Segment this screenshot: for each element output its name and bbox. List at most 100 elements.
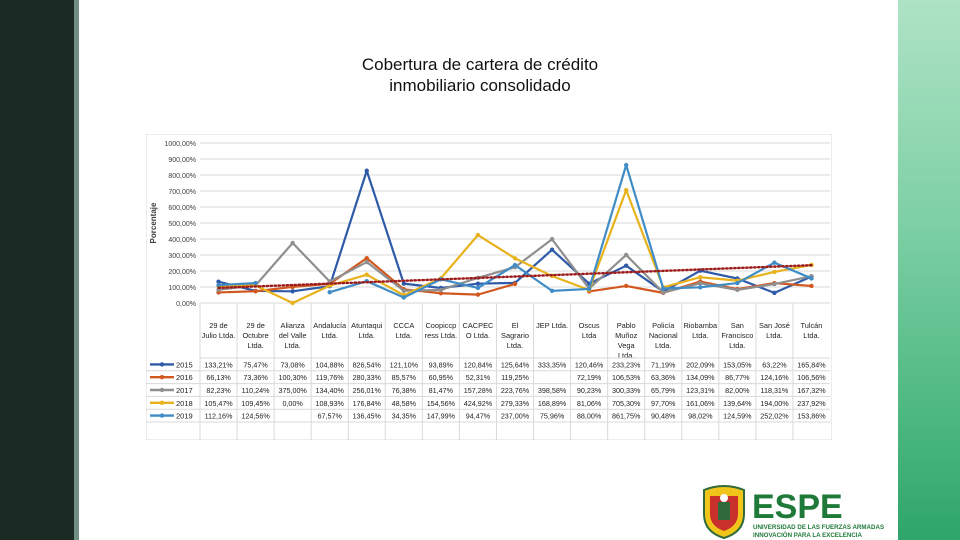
data-label-2018: 424,92%: [464, 399, 493, 408]
x-tick-label: Ltda.: [247, 341, 263, 350]
logo-line-2: INNOVACIÓN PARA LA EXCELENCIA: [753, 531, 863, 539]
data-label-2018: 168,89%: [538, 399, 567, 408]
trendline: [217, 264, 813, 290]
data-label-2017: 118,31%: [760, 386, 788, 395]
logo-name: ESPE: [752, 488, 843, 526]
y-tick-label: 500,00%: [168, 221, 196, 228]
x-tick-label: Vega: [618, 341, 636, 350]
data-label-2016: 86,77%: [725, 373, 750, 382]
data-label-2016: 52,31%: [466, 373, 491, 382]
data-label-2015: 333,35%: [538, 360, 567, 369]
data-label-2016: 119,25%: [501, 373, 529, 382]
y-tick-label: 700,00%: [168, 189, 196, 196]
y-axis-label: Porcentaje: [149, 202, 158, 243]
data-label-2017: 167,32%: [797, 386, 826, 395]
data-label-2015: 121,10%: [390, 360, 419, 369]
data-label-2018: 105,47%: [204, 399, 233, 408]
data-label-2016: 85,57%: [392, 373, 417, 382]
x-tick-label: Francisco: [721, 331, 753, 340]
data-point-2017: [772, 281, 777, 287]
x-tick-label: Sagrario: [501, 331, 529, 340]
data-label-2019: 237,00%: [501, 412, 530, 421]
data-point-2018: [364, 272, 369, 277]
data-point-2018: [290, 300, 295, 306]
x-tick-label: JEP Ltda.: [536, 321, 568, 330]
legend-label-2017: 2017: [176, 386, 193, 395]
data-label-2015: 202,09%: [686, 360, 715, 369]
data-label-2019: 90,48%: [651, 412, 676, 421]
x-tick-label: Ltda.: [692, 331, 708, 340]
data-point-2019: [698, 285, 703, 290]
data-label-2015: 233,23%: [612, 360, 641, 369]
data-label-2019: 861,75%: [612, 412, 641, 421]
left-decor-stripe: [74, 0, 79, 540]
legend-marker-2017: [159, 387, 165, 393]
data-label-2019: 252,02%: [760, 412, 789, 421]
x-tick-label: Ltda.: [396, 331, 412, 340]
data-label-2017: 375,00%: [278, 386, 307, 395]
data-point-2019: [735, 280, 740, 286]
data-point-2018: [698, 275, 703, 280]
data-label-2017: 223,76%: [501, 386, 530, 395]
data-point-2017: [364, 259, 369, 265]
data-point-2015: [623, 263, 629, 268]
data-point-2017: [735, 287, 740, 293]
left-decor-bar: [0, 0, 74, 540]
x-tick-label: 29 de: [209, 321, 228, 330]
logo-line-1: UNIVERSIDAD DE LAS FUERZAS ARMADAS: [753, 524, 884, 531]
data-label-2015: 63,22%: [762, 360, 787, 369]
x-tick-label: ress Ltda.: [425, 331, 457, 340]
data-label-2015: 75,47%: [243, 360, 268, 369]
data-label-2018: 109,45%: [241, 399, 270, 408]
data-point-2018: [772, 269, 777, 275]
x-tick-label: Muñoz: [615, 331, 637, 340]
y-tick-label: 400,00%: [168, 237, 196, 244]
data-point-2019: [772, 260, 777, 265]
legend-label-2016: 2016: [176, 373, 193, 382]
data-point-2017: [623, 252, 629, 258]
data-label-2016: 100,30%: [278, 373, 307, 382]
data-label-2016: 119,76%: [316, 373, 344, 382]
data-point-2019: [586, 286, 592, 292]
data-point-2016: [253, 289, 258, 294]
data-label-2017: 76,38%: [392, 386, 417, 395]
data-label-2019: 124,59%: [723, 412, 752, 421]
data-label-2015: 120,84%: [464, 360, 493, 369]
data-point-2017: [661, 290, 666, 295]
data-point-2017: [438, 287, 444, 293]
x-tick-label: Pablo: [617, 321, 636, 330]
x-tick-label: O Ltda.: [466, 331, 490, 340]
data-label-2017: 90,23%: [577, 386, 602, 395]
data-label-2017: 300,33%: [612, 386, 641, 395]
legend-marker-2019: [159, 413, 165, 418]
data-label-2015: 104,88%: [316, 360, 345, 369]
legend-label-2019: 2019: [176, 412, 193, 421]
data-point-2018: [475, 232, 481, 238]
data-point-2015: [772, 290, 777, 296]
x-tick-label: Ltda.: [655, 341, 671, 350]
x-tick-label: Andalucía: [313, 321, 347, 330]
data-label-2018: 279,33%: [501, 399, 530, 408]
data-label-2019: 94,47%: [466, 412, 491, 421]
data-label-2015: 120,46%: [575, 360, 604, 369]
y-tick-label: 200,00%: [168, 269, 196, 276]
data-label-2016: 72,19%: [577, 373, 602, 382]
data-point-2015: [364, 168, 369, 173]
data-label-2017: 81,47%: [429, 386, 454, 395]
series-line-2019: [218, 281, 256, 287]
x-tick-label: Julio Ltda.: [202, 331, 236, 340]
x-tick-label: San José: [759, 321, 790, 330]
data-label-2016: 106,53%: [612, 373, 641, 382]
data-point-2019: [253, 280, 258, 286]
x-tick-label: Alianza: [281, 321, 306, 330]
data-point-2015: [290, 289, 295, 294]
right-decor-bar: [898, 0, 960, 540]
x-tick-label: Nacional: [649, 331, 678, 340]
data-label-2018: 81,06%: [577, 399, 602, 408]
data-label-2019: 67,57%: [318, 412, 343, 421]
x-tick-label: Octubre: [242, 331, 268, 340]
data-label-2017: 123,31%: [686, 386, 715, 395]
x-tick-label: Ltda.: [618, 351, 634, 360]
data-label-2019: 98,02%: [688, 412, 713, 421]
data-label-2019: 75,96%: [540, 412, 565, 421]
